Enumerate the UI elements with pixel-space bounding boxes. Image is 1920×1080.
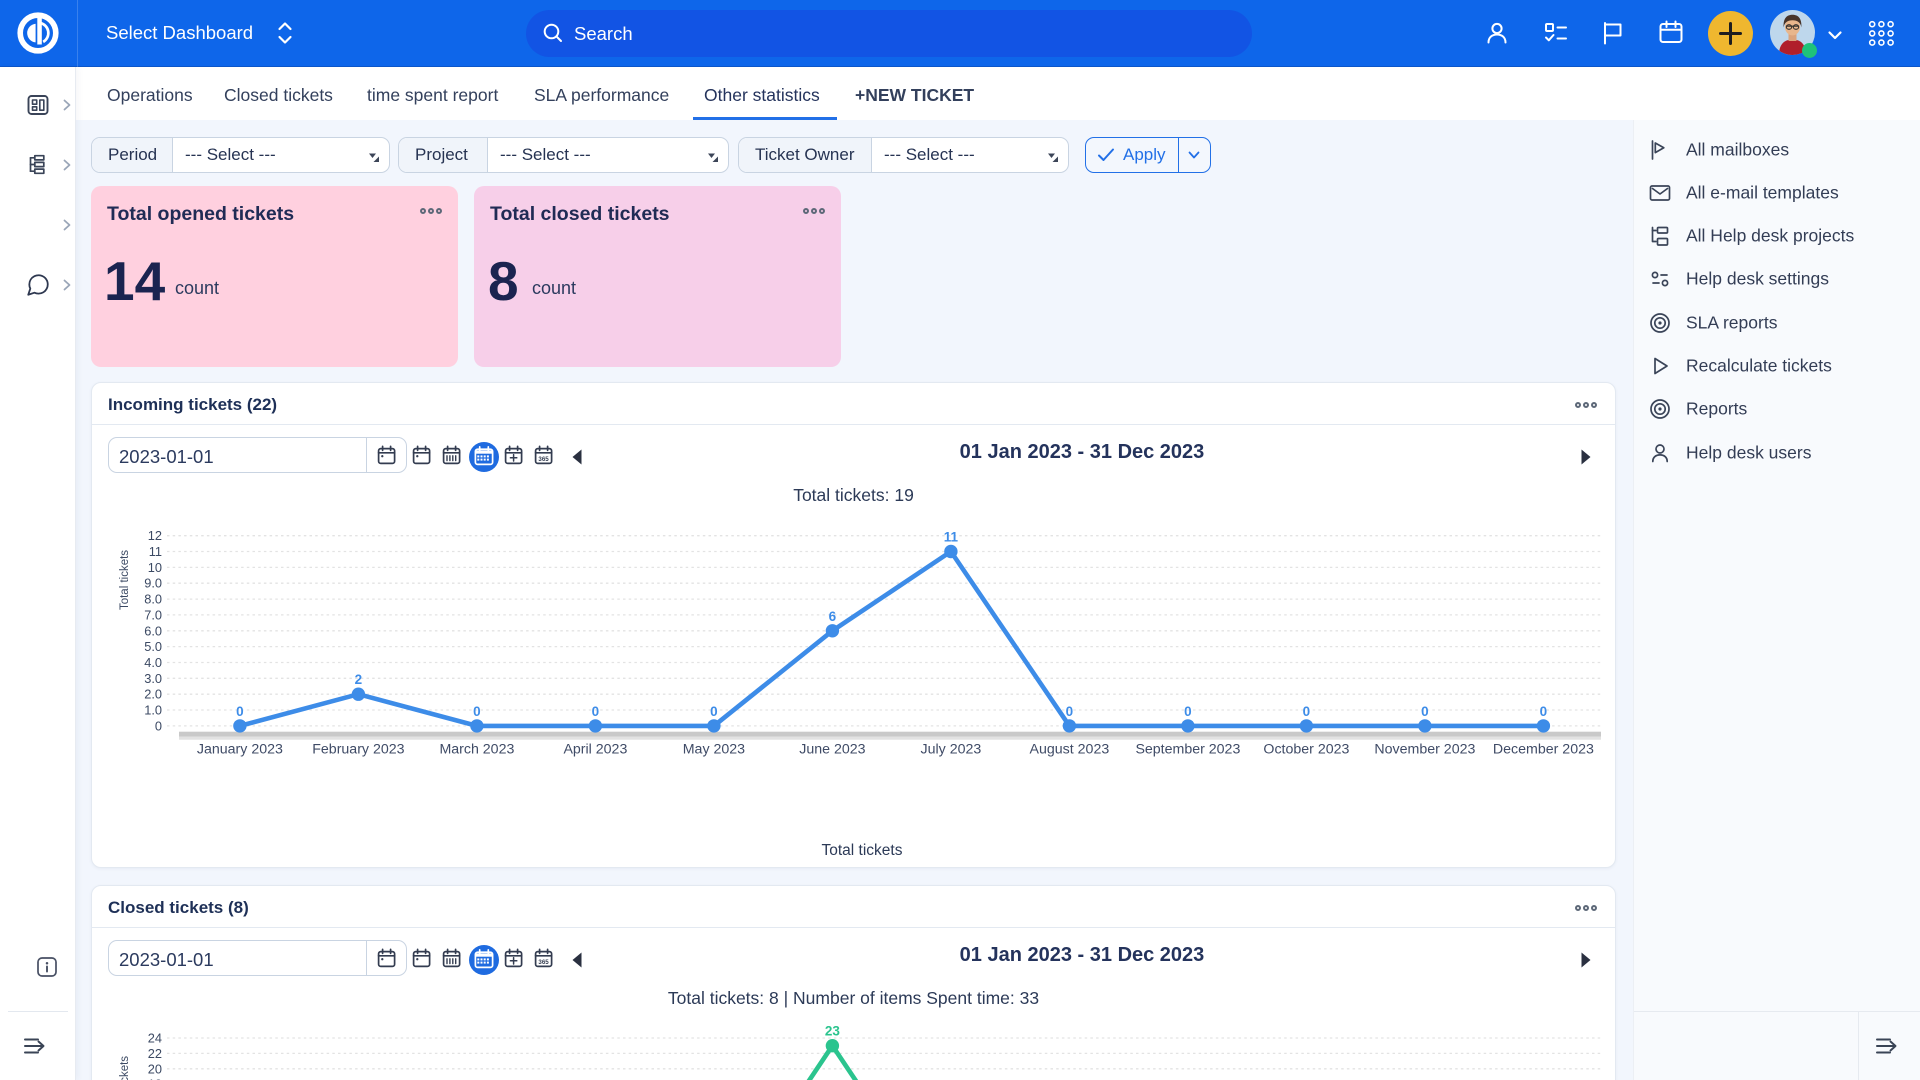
svg-text:May 2023: May 2023 (683, 742, 745, 758)
svg-text:June 2023: June 2023 (799, 742, 865, 758)
svg-text:December 2023: December 2023 (1493, 742, 1594, 758)
svg-text:October 2023: October 2023 (1263, 742, 1349, 758)
svg-text:20: 20 (148, 1061, 162, 1076)
svg-text:July 2023: July 2023 (921, 742, 982, 758)
svg-text:0: 0 (1066, 704, 1074, 719)
svg-text:10: 10 (148, 560, 162, 575)
svg-text:11: 11 (149, 544, 162, 559)
svg-text:9.0: 9.0 (144, 576, 162, 591)
svg-text:0: 0 (592, 704, 600, 719)
svg-text:12: 12 (148, 528, 162, 543)
svg-text:2: 2 (355, 672, 363, 687)
svg-text:2.0: 2.0 (144, 687, 162, 702)
svg-text:0: 0 (1184, 704, 1192, 719)
svg-text:Total tickets: Total tickets (119, 1056, 131, 1080)
svg-text:6.0: 6.0 (144, 623, 162, 638)
svg-text:22: 22 (148, 1046, 162, 1061)
svg-text:7.0: 7.0 (144, 607, 162, 622)
svg-text:November 2023: November 2023 (1374, 742, 1475, 758)
svg-text:Total tickets: Total tickets (822, 842, 903, 859)
svg-text:January 2023: January 2023 (197, 742, 283, 758)
svg-text:5.0: 5.0 (144, 639, 162, 654)
svg-text:6: 6 (829, 609, 837, 624)
svg-text:March 2023: March 2023 (439, 742, 514, 758)
svg-text:8.0: 8.0 (144, 592, 162, 607)
svg-text:18: 18 (148, 1077, 162, 1080)
svg-text:23: 23 (825, 1024, 841, 1039)
svg-text:0: 0 (155, 718, 162, 733)
svg-text:April 2023: April 2023 (563, 742, 627, 758)
svg-text:0: 0 (1421, 704, 1429, 719)
svg-text:365: 365 (538, 455, 549, 462)
svg-text:0: 0 (1303, 704, 1311, 719)
svg-text:0: 0 (1540, 704, 1548, 719)
svg-text:11: 11 (944, 530, 959, 545)
svg-text:August 2023: August 2023 (1030, 742, 1110, 758)
svg-text:0: 0 (236, 704, 244, 719)
svg-text:3.0: 3.0 (144, 671, 162, 686)
svg-text:24: 24 (148, 1031, 162, 1046)
svg-text:0: 0 (473, 704, 481, 719)
svg-text:365: 365 (538, 958, 549, 965)
svg-text:February 2023: February 2023 (312, 742, 404, 758)
svg-text:Total tickets: Total tickets (119, 550, 131, 610)
svg-text:0: 0 (710, 704, 718, 719)
svg-text:4.0: 4.0 (144, 655, 162, 670)
svg-text:1.0: 1.0 (144, 703, 162, 718)
svg-text:September 2023: September 2023 (1135, 742, 1240, 758)
